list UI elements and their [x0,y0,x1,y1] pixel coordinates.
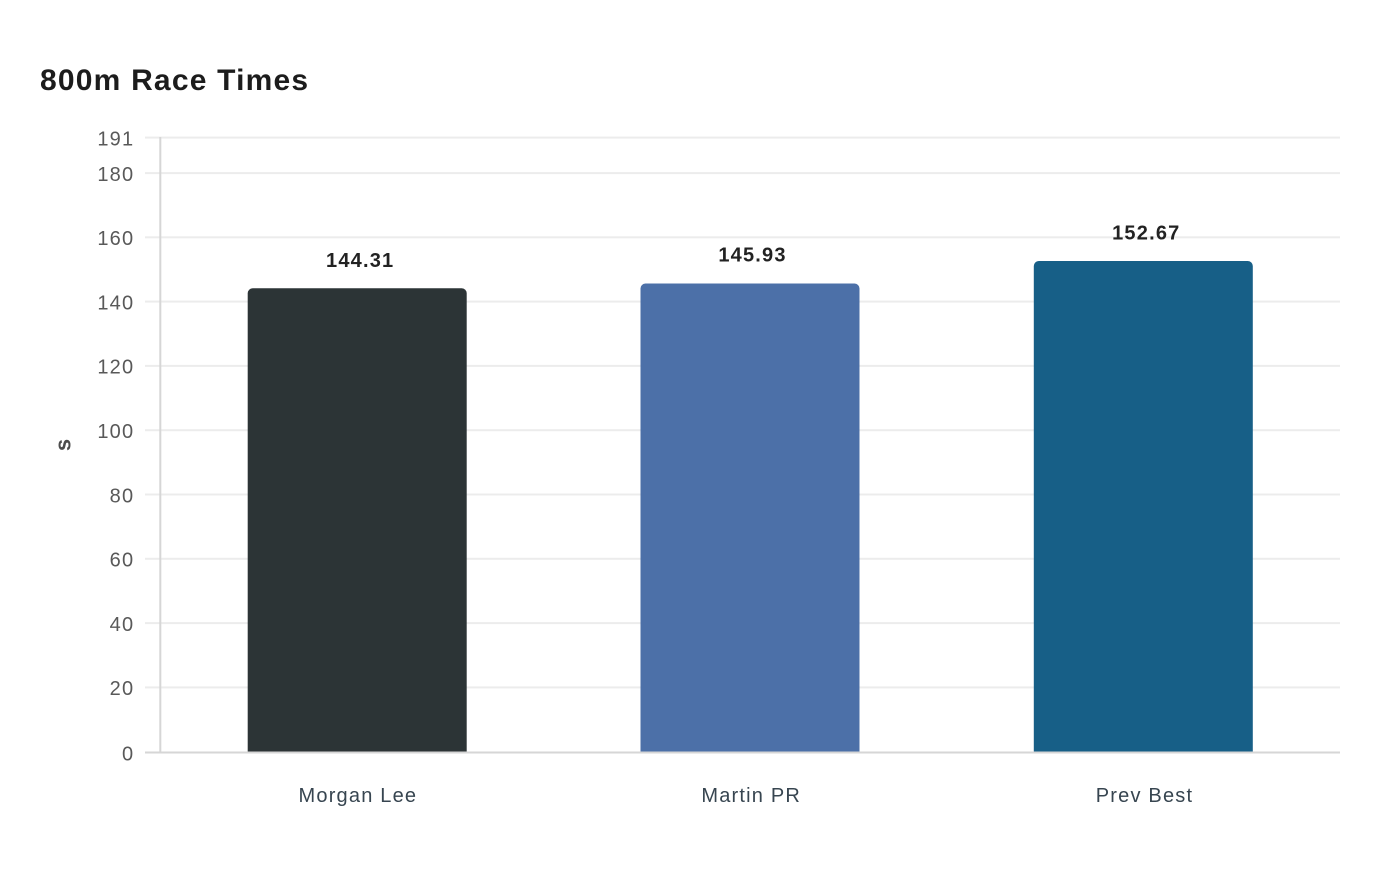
svg-text:60: 60 [110,550,135,572]
svg-text:191: 191 [97,128,134,150]
svg-text:140: 140 [97,292,134,314]
svg-text:0: 0 [122,743,134,765]
svg-text:144.31: 144.31 [326,250,394,272]
svg-text:152.67: 152.67 [1112,223,1180,245]
svg-text:145.93: 145.93 [718,245,786,267]
svg-text:80: 80 [110,485,135,507]
svg-text:800m Race Times: 800m Race Times [40,64,309,97]
svg-text:100: 100 [97,421,134,443]
svg-text:40: 40 [110,614,135,636]
svg-text:180: 180 [97,164,134,186]
svg-text:Prev Best: Prev Best [1096,785,1194,807]
svg-text:Morgan Lee: Morgan Lee [299,785,418,807]
svg-text:120: 120 [97,357,134,379]
svg-text:20: 20 [110,678,135,700]
svg-text:s: s [51,439,76,451]
svg-text:160: 160 [97,228,134,250]
svg-text:Martin PR: Martin PR [701,785,801,807]
